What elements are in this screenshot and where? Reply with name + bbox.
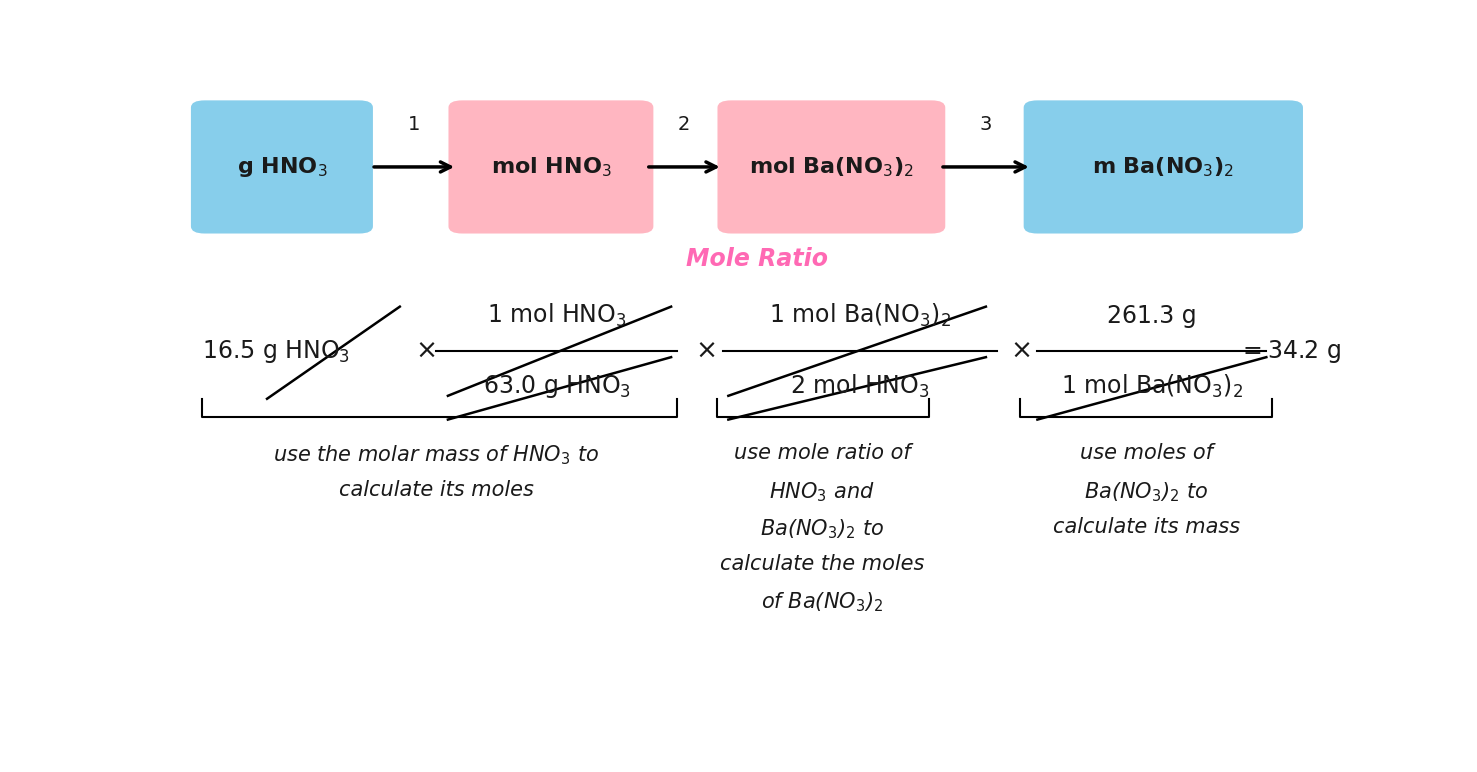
- Text: 261.3 g: 261.3 g: [1108, 303, 1196, 327]
- FancyBboxPatch shape: [718, 100, 945, 233]
- Text: 2: 2: [678, 115, 690, 134]
- Text: 1: 1: [408, 115, 421, 134]
- Text: 3: 3: [979, 115, 993, 134]
- Text: $= 34.2\ \mathrm{g}$: $= 34.2\ \mathrm{g}$: [1238, 337, 1341, 364]
- Text: 2 mol HNO$_3$: 2 mol HNO$_3$: [790, 374, 929, 401]
- Text: use the molar mass of HNO$_3$ to: use the molar mass of HNO$_3$ to: [273, 443, 600, 467]
- Text: Ba(NO$_3$)$_2$ to: Ba(NO$_3$)$_2$ to: [761, 517, 885, 540]
- Text: Mole Ratio: Mole Ratio: [685, 247, 829, 271]
- Text: mol HNO$_3$: mol HNO$_3$: [490, 155, 611, 179]
- Text: $\times$: $\times$: [415, 338, 436, 364]
- Text: calculate its mass: calculate its mass: [1053, 517, 1239, 537]
- Text: m Ba(NO$_3$)$_2$: m Ba(NO$_3$)$_2$: [1093, 155, 1235, 179]
- Text: 16.5 g HNO$_3$: 16.5 g HNO$_3$: [202, 337, 350, 364]
- Text: use moles of: use moles of: [1080, 443, 1213, 463]
- Text: HNO$_3$ and: HNO$_3$ and: [770, 480, 876, 504]
- FancyBboxPatch shape: [449, 100, 653, 233]
- Text: 63.0 g HNO$_3$: 63.0 g HNO$_3$: [483, 374, 631, 401]
- Text: $\times$: $\times$: [696, 338, 716, 364]
- Text: $\times$: $\times$: [1010, 338, 1031, 364]
- Text: calculate its moles: calculate its moles: [340, 480, 533, 500]
- Text: use mole ratio of: use mole ratio of: [734, 443, 911, 463]
- Text: of Ba(NO$_3$)$_2$: of Ba(NO$_3$)$_2$: [761, 591, 883, 615]
- Text: 1 mol Ba(NO$_3$)$_2$: 1 mol Ba(NO$_3$)$_2$: [1060, 374, 1244, 401]
- Text: Ba(NO$_3$)$_2$ to: Ba(NO$_3$)$_2$ to: [1084, 480, 1208, 504]
- Text: 1 mol Ba(NO$_3$)$_2$: 1 mol Ba(NO$_3$)$_2$: [770, 302, 951, 329]
- Text: calculate the moles: calculate the moles: [719, 554, 925, 574]
- Text: mol Ba(NO$_3$)$_2$: mol Ba(NO$_3$)$_2$: [749, 155, 914, 179]
- Text: 1 mol HNO$_3$: 1 mol HNO$_3$: [487, 302, 626, 329]
- FancyBboxPatch shape: [191, 100, 372, 233]
- Text: g HNO$_3$: g HNO$_3$: [236, 155, 328, 179]
- FancyBboxPatch shape: [1024, 100, 1303, 233]
